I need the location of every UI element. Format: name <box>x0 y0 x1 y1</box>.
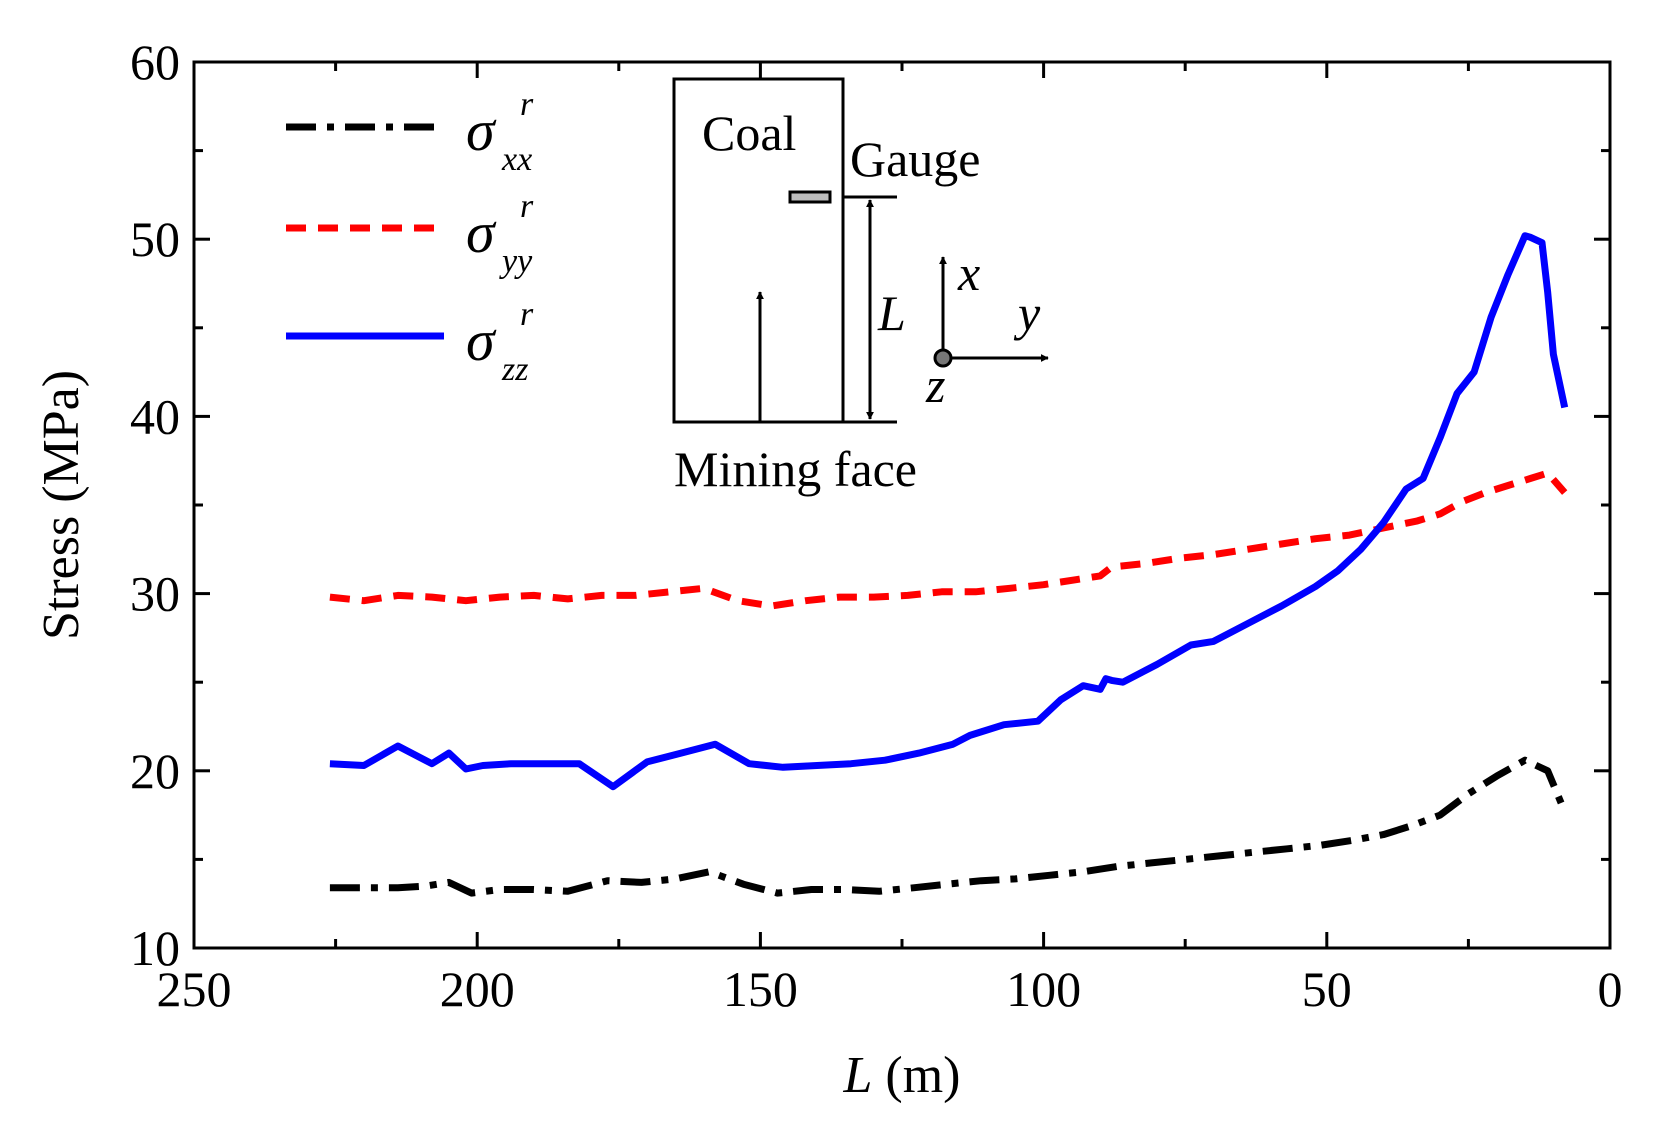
inset-z-axis-label: z <box>925 357 945 413</box>
x-tick-label: 0 <box>1598 961 1623 1017</box>
legend-sup-sigma-yy: r <box>520 188 534 225</box>
inset-coal-label: Coal <box>702 105 796 161</box>
x-tick-label: 250 <box>157 961 232 1017</box>
y-tick-label: 60 <box>130 34 180 90</box>
series-lines <box>329 232 1569 897</box>
series-line-sigma-xx-r <box>329 756 1568 897</box>
y-tick-label: 50 <box>130 211 180 267</box>
x-axis-title-unit: (m) <box>872 1047 960 1104</box>
y-tick-label: 40 <box>130 388 180 444</box>
inset-y-axis-label: y <box>1013 285 1041 341</box>
inset-gauge-label: Gauge <box>850 131 981 187</box>
axis-tick-labels: 250 200 150 100 50 0 10 20 30 40 50 60 <box>130 34 1623 1017</box>
series-line-sigma-yy-r <box>329 469 1568 610</box>
x-tick-label: 200 <box>440 961 515 1017</box>
inset-schematic: Coal Gauge L Mining face x y z <box>672 77 1049 497</box>
inset-z-axis-dot <box>933 348 953 368</box>
legend-sup-sigma-zz: r <box>520 296 534 333</box>
y-axis-title: Stress (MPa) <box>33 370 90 640</box>
legend-sub-sigma-zz: zz <box>501 351 528 388</box>
legend-sub-sigma-xx: xx <box>501 141 532 178</box>
inset-mining-face-label: Mining face <box>674 441 917 497</box>
y-tick-label: 20 <box>130 743 180 799</box>
series-line-sigma-zz-r <box>329 232 1569 791</box>
legend-label-sigma-yy: σ <box>466 200 497 265</box>
inset-gauge-marker <box>788 190 832 204</box>
x-tick-label: 50 <box>1302 961 1352 1017</box>
x-tick-label: 150 <box>723 961 798 1017</box>
legend: σ r xx σ r yy σ r zz <box>286 86 534 388</box>
inset-x-axis-label: x <box>957 245 980 301</box>
legend-sub-sigma-yy: yy <box>499 243 533 280</box>
legend-label-sigma-zz: σ <box>466 308 497 373</box>
x-tick-label: 100 <box>1006 961 1081 1017</box>
x-axis-title-symbol: L <box>842 1047 872 1104</box>
x-axis-title: L (m) <box>842 1047 960 1104</box>
axis-ticks <box>192 60 1612 950</box>
inset-distance-label: L <box>877 285 906 341</box>
y-tick-label: 10 <box>130 920 180 976</box>
legend-label-sigma-xx: σ <box>466 98 497 163</box>
y-tick-label: 30 <box>130 566 180 622</box>
legend-sup-sigma-xx: r <box>520 86 534 123</box>
